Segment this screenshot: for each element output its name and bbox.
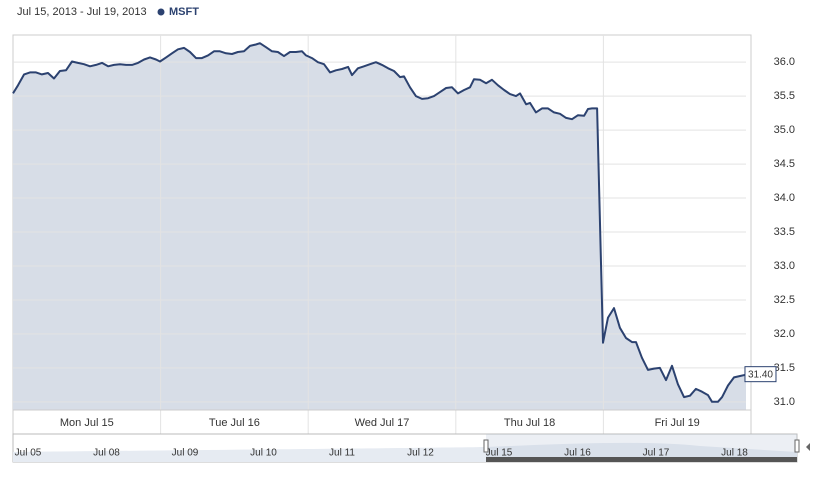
x-tick-label: Wed Jul 17 xyxy=(355,417,410,429)
y-tick-label: 33.0 xyxy=(774,260,795,272)
x-tick-label: Tue Jul 16 xyxy=(209,417,260,429)
y-tick-label: 35.0 xyxy=(774,124,795,136)
y-tick-label: 33.5 xyxy=(774,226,795,238)
value-label: 31.40 xyxy=(748,369,773,380)
navigator-label: Jul 05 xyxy=(15,448,42,459)
navigator-label: Jul 15 xyxy=(486,448,513,459)
navigator-handle[interactable] xyxy=(794,439,800,453)
navigator-scrollbar[interactable] xyxy=(486,457,797,462)
x-tick-label: Thu Jul 18 xyxy=(504,417,555,429)
navigator-label: Jul 09 xyxy=(172,448,199,459)
y-tick-label: 31.5 xyxy=(774,362,795,374)
navigator-label: Jul 16 xyxy=(564,448,591,459)
y-tick-label: 31.0 xyxy=(774,396,795,408)
x-tick-label: Mon Jul 15 xyxy=(60,417,114,429)
navigator-label: Jul 18 xyxy=(721,448,748,459)
y-tick-label: 36.0 xyxy=(774,56,795,68)
y-tick-label: 34.5 xyxy=(774,158,795,170)
navigator-handle[interactable] xyxy=(483,439,489,453)
legend-marker xyxy=(157,8,165,16)
chart-subtitle: Jul 15, 2013 - Jul 19, 2013 xyxy=(17,6,147,18)
navigator-arrow[interactable] xyxy=(806,443,810,451)
line xyxy=(12,42,747,403)
navigator-label: Jul 10 xyxy=(250,448,277,459)
navigator-label: Jul 12 xyxy=(407,448,434,459)
y-tick-label: 32.0 xyxy=(774,328,795,340)
y-tick-label: 32.5 xyxy=(774,294,795,306)
y-tick-label: 35.5 xyxy=(774,90,795,102)
value-label-box xyxy=(744,366,777,383)
navigator-label: Jul 11 xyxy=(329,448,355,459)
navigator-label: Jul 08 xyxy=(93,448,120,459)
y-tick-label: 34.0 xyxy=(774,192,795,204)
x-tick-label: Fri Jul 19 xyxy=(655,417,700,429)
navigator-label: Jul 17 xyxy=(643,448,670,459)
legend-label[interactable]: MSFT xyxy=(169,6,199,18)
area xyxy=(13,43,746,410)
navigator[interactable]: Jul 05 Jul 08 Jul 09 Jul 10 Jul 11 Jul 12 Jul … xyxy=(12,433,810,463)
